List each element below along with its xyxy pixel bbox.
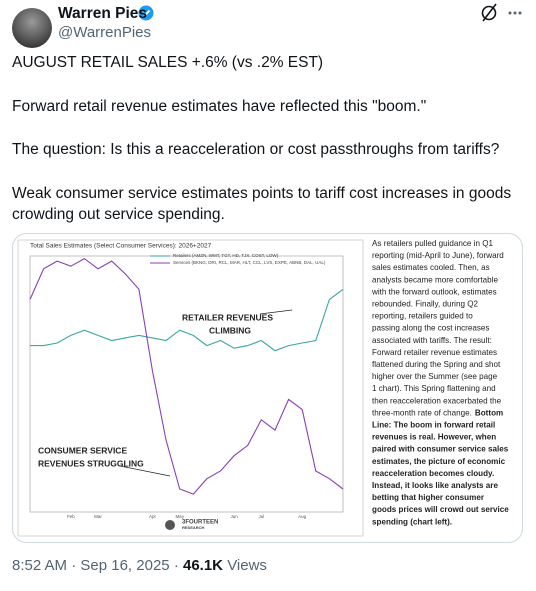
side-note-line: higher over the Summer (see page (372, 372, 498, 381)
tweet-paragraph: Forward retail revenue estimates have re… (12, 98, 427, 115)
side-note-line: sales estimates cooled. Then, as (372, 263, 490, 272)
side-note-text: analysts became more comfortable (372, 275, 498, 284)
side-note-text: Line: The boom in forward retail (372, 421, 495, 430)
side-note-text: spending (chart left). (372, 517, 452, 526)
side-note-line: 1 chart). This Spring flattening and (372, 384, 496, 393)
side-note-text: higher over the Summer (see page (372, 372, 498, 381)
side-note-text: associated with tariffs. The result: (372, 336, 492, 345)
side-note-line: paired with consumer service sales (372, 445, 509, 454)
side-note-line: goods prices will crowd out service (372, 505, 509, 514)
side-note-text: Instead, it looks like analysts are (372, 481, 498, 490)
tweet-paragraph: The question: Is this a reacceleration o… (12, 141, 500, 158)
views-label: Views (227, 557, 267, 574)
x-tick-label: May (175, 514, 184, 519)
plot-area (29, 255, 344, 513)
tweet-paragraph: Weak consumer service estimates points t… (12, 185, 512, 223)
series-line (29, 257, 344, 495)
side-note-text: sales estimates cooled. Then, as (372, 263, 490, 272)
side-note-line: flattened during the Spring and shot (372, 360, 501, 369)
verified-badge (138, 5, 154, 21)
x-tick-label: Aug (298, 514, 307, 519)
side-note-text: paired with consumer service sales (372, 445, 509, 454)
legend-label: Retailers (AMZN, WMT, TGT, HD, TJX, COST… (173, 253, 279, 258)
side-note-line: passing along the cost increases (372, 324, 489, 333)
separator: · (71, 557, 77, 574)
side-note-line: spending (chart left). (372, 517, 452, 526)
chart-frame (17, 239, 364, 537)
side-note-line: Line: The boom in forward retail (372, 421, 495, 430)
avatar[interactable] (12, 8, 52, 48)
side-note-line: associated with tariffs. The result: (372, 336, 492, 345)
side-note-line: rebounded. Finally, during Q2 (372, 300, 479, 309)
grok-icon[interactable] (481, 3, 497, 22)
side-note-text: betting that higher consumer (372, 493, 485, 502)
annotation-arrow (259, 309, 293, 315)
separator: · (173, 557, 179, 574)
annotation: REVENUES STRUGGLING (38, 458, 144, 468)
side-note-line: revenues is real. However, when (372, 433, 496, 442)
side-note-line: analysts became more comfortable (372, 275, 498, 284)
x-tick-label: Jul (258, 514, 264, 519)
side-note-line: estimates, the picture of economic (372, 457, 506, 466)
side-note-text: rebounded. Finally, during Q2 (372, 300, 479, 309)
side-note-line: betting that higher consumer (372, 493, 485, 502)
side-note-text: Bottom (475, 409, 503, 418)
side-note-line: three-month rate of change. Bottom (372, 409, 503, 418)
side-note-line: then reacceleration exacerbated the (372, 396, 502, 405)
side-note-text: then reacceleration exacerbated the (372, 396, 502, 405)
side-note-text: reacceleration becomes cloudy. (372, 469, 494, 478)
x-tick-label: Apr (149, 514, 157, 519)
annotation: CONSUMER SERVICE (38, 445, 127, 455)
handle[interactable]: @WarrenPies (58, 24, 152, 41)
annotation-arrow (119, 465, 171, 477)
chart: Total Sales Estimates (Select Consumer S… (29, 239, 509, 530)
side-note-line: Instead, it looks like analysts are (372, 481, 498, 490)
side-note-text: flattened during the Spring and shot (372, 360, 501, 369)
side-note-text: estimates, the picture of economic (372, 457, 506, 466)
x-tick-label: Jun (230, 514, 238, 519)
side-note-line: reacceleration becomes cloudy. (372, 469, 494, 478)
side-note-line: As retailers pulled guidance in Q1 (372, 239, 494, 248)
side-note-text: passing along the cost increases (372, 324, 489, 333)
display-name[interactable]: Warren Pies (58, 5, 148, 22)
more-button[interactable] (508, 11, 522, 15)
side-note-line: Forward retailer revenue estimates (372, 348, 497, 357)
x-tick-label: Feb (67, 514, 75, 519)
tweet-meta: 8:52 AM · Sep 16, 2025 · 46.1K Views (12, 557, 267, 574)
side-note-text: reporting, retailers guided to (372, 312, 473, 321)
time[interactable]: 8:52 AM (12, 557, 68, 574)
annotation: RETAILER REVENUES (182, 312, 273, 322)
source-logo: RESEARCH (182, 525, 205, 530)
side-note-text: goods prices will crowd out service (372, 505, 509, 514)
date[interactable]: Sep 16, 2025 (80, 557, 170, 574)
source-logo: 3FOURTEEN (182, 520, 218, 526)
side-note-text: three-month rate of change. (372, 409, 472, 418)
side-note-line: with the forward outlook, estimates (371, 288, 497, 297)
side-note-line: reporting (mid-April to June), forward (372, 251, 504, 260)
tweet-paragraph: AUGUST RETAIL SALES +.6% (vs .2% EST) (12, 54, 324, 71)
x-tick-label: Mar (94, 514, 102, 519)
side-note-text: Forward retailer revenue estimates (372, 348, 497, 357)
view-count: 46.1K (182, 557, 224, 574)
side-note-text: 1 chart). This Spring flattening and (372, 384, 496, 393)
chart-title: Total Sales Estimates (Select Consumer S… (30, 243, 212, 250)
side-note-text: with the forward outlook, estimates (371, 288, 497, 297)
side-note-line: reporting, retailers guided to (372, 312, 473, 321)
side-note-text: As retailers pulled guidance in Q1 (372, 239, 494, 248)
side-note-text: reporting (mid-April to June), forward (372, 251, 504, 260)
series-line (30, 288, 344, 352)
side-note-text: revenues is real. However, when (372, 433, 496, 442)
source-logo-mark (165, 520, 175, 530)
legend-label: Services (BKNG, DRI, RCL, MAR, HLT, CCL,… (173, 260, 326, 265)
annotation: CLIMBING (209, 325, 251, 335)
